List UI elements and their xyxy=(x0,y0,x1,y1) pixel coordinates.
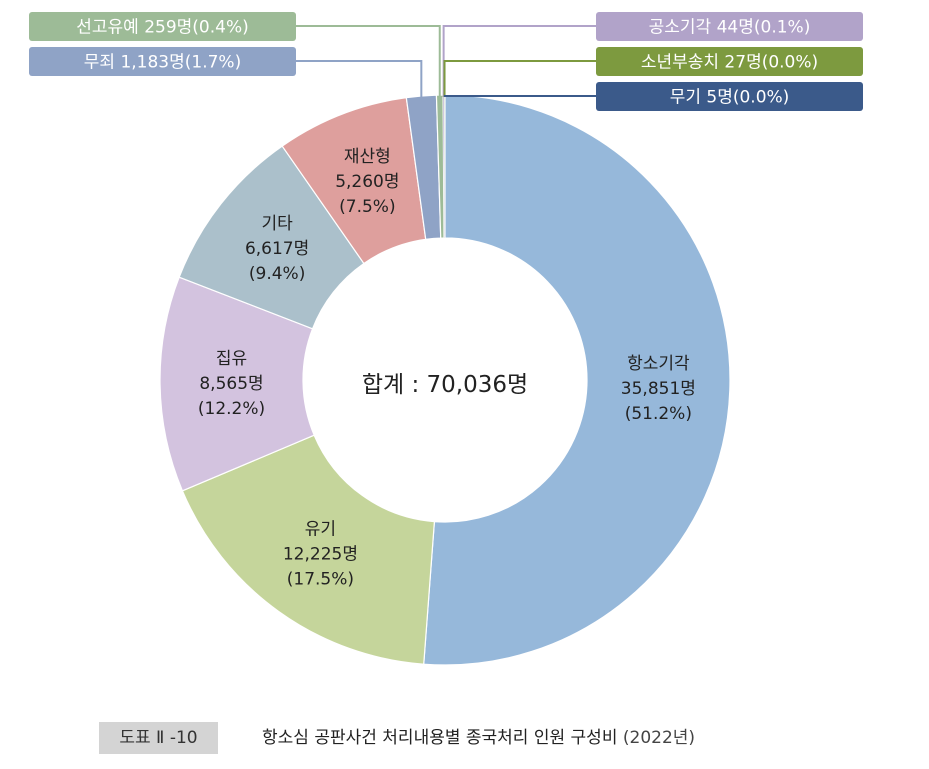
slice-1 xyxy=(423,94,731,666)
slice-label-name: 유기 xyxy=(305,519,336,539)
slice-label-percent: (51.2%) xyxy=(625,404,692,424)
slice-label-count: 12,225명 xyxy=(283,544,358,564)
leader-line-7 xyxy=(296,25,441,98)
callout-labels: 무죄 1,183명(1.7%) 선고유예 259명(0.4%) 공소기각 44명(0… xyxy=(29,12,863,111)
slice-label-4: 기타 6,617명 (9.4%) xyxy=(245,214,309,284)
callout-label-8: 공소기각 44명(0.1%) xyxy=(649,18,811,38)
slice-label-3: 집유 8,565명 (12.2%) xyxy=(198,349,265,419)
slice-label-name: 기타 xyxy=(261,214,293,234)
callout-label-6: 무죄 1,183명(1.7%) xyxy=(84,53,241,73)
slice-label-count: 8,565명 xyxy=(199,374,263,394)
slice-label-1: 항소기각 35,851명 (51.2%) xyxy=(621,354,696,424)
donut-slices xyxy=(159,94,731,666)
slice-label-name: 항소기각 xyxy=(627,354,690,374)
donut-center-total: 합계 : 70,036명 xyxy=(362,372,528,398)
slice-label-5: 재산형 5,260명 (7.5%) xyxy=(335,147,399,217)
figure-caption: 항소심 공판사건 처리내용별 종국처리 인원 구성비 (2022년) xyxy=(262,722,695,754)
figure-number: 도표 Ⅱ -10 xyxy=(99,722,218,754)
callout-box-9 xyxy=(596,47,863,76)
slice-label-count: 5,260명 xyxy=(335,172,399,192)
slice-label-count: 6,617명 xyxy=(245,239,309,259)
slice-label-name: 재산형 xyxy=(344,147,391,167)
slice-3 xyxy=(159,276,315,492)
slice-label-percent: (17.5%) xyxy=(287,569,354,589)
callout-label-7: 선고유예 259명(0.4%) xyxy=(76,18,249,38)
figure-year: (2022년) xyxy=(622,728,696,748)
slice-labels: 항소기각 35,851명 (51.2%) 유기 12,225명 (17.5%) 집유 8,56… xyxy=(198,147,696,589)
callout-leader-lines xyxy=(296,25,596,98)
callout-box-10 xyxy=(596,82,863,111)
slice-label-name: 집유 xyxy=(216,349,247,369)
slice-2 xyxy=(181,434,436,665)
callout-box-6 xyxy=(29,47,296,76)
slice-label-count: 35,851명 xyxy=(621,379,696,399)
slice-label-2: 유기 12,225명 (17.5%) xyxy=(283,519,358,589)
callout-label-9: 소년부송치 27명(0.0%) xyxy=(641,53,818,73)
callout-box-8 xyxy=(596,12,863,41)
leader-line-6 xyxy=(296,60,423,98)
callout-label-10: 무기 5명(0.0%) xyxy=(670,88,790,108)
callout-box-7 xyxy=(29,12,296,41)
leader-line-9 xyxy=(443,60,596,98)
donut-chart: 무죄 1,183명(1.7%) 선고유예 259명(0.4%) 공소기각 44명(0… xyxy=(29,12,863,666)
figure-title: 항소심 공판사건 처리내용별 종국처리 인원 구성비 xyxy=(262,728,618,748)
slice-label-percent: (7.5%) xyxy=(339,197,395,217)
slice-label-percent: (9.4%) xyxy=(249,264,305,284)
slice-label-percent: (12.2%) xyxy=(198,399,265,419)
leader-line-10 xyxy=(443,95,596,98)
